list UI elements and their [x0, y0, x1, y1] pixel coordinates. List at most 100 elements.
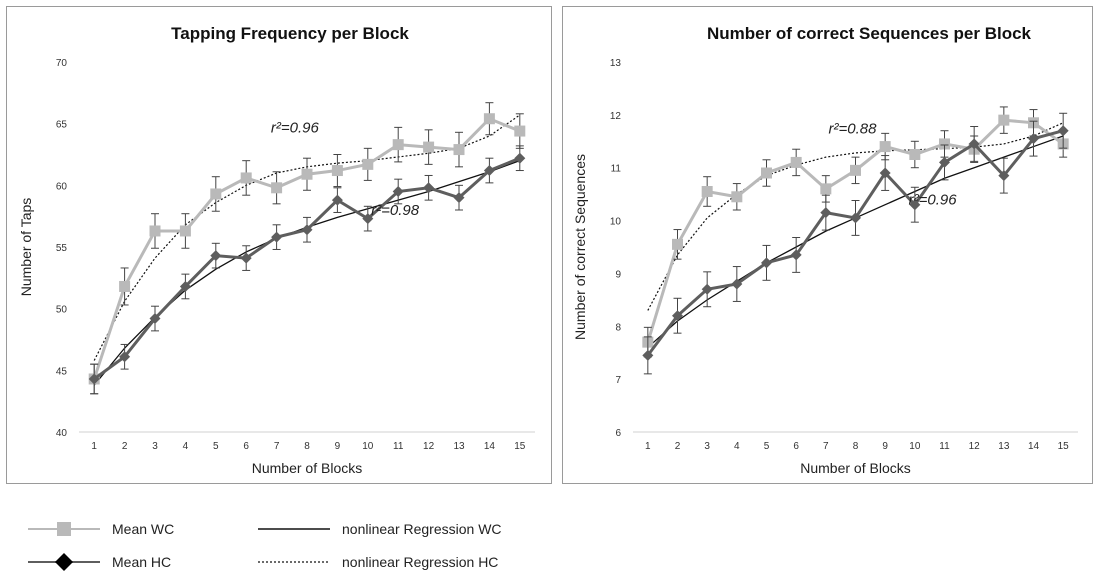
data-point-mean-wc — [210, 188, 222, 200]
data-point-mean-hc — [240, 252, 252, 264]
legend-label-regression-hc: nonlinear Regression HC — [342, 554, 498, 570]
legend-item-regression-hc: nonlinear Regression HC — [258, 554, 498, 570]
data-point-mean-hc — [392, 186, 404, 197]
data-point-mean-hc — [179, 280, 191, 292]
data-point-mean-wc — [701, 186, 713, 197]
data-point-mean-hc — [423, 182, 435, 194]
x-tick-label: 7 — [274, 441, 280, 452]
data-point-mean-hc — [701, 283, 713, 295]
y-tick-label: 65 — [56, 120, 68, 131]
data-point-mean-hc — [149, 313, 161, 325]
legend-item-mean-wc: Mean WC — [28, 521, 174, 537]
x-tick-label: 13 — [998, 441, 1010, 452]
data-point-mean-hc — [331, 194, 343, 206]
y-tick-label: 45 — [56, 366, 68, 377]
y-tick-label: 9 — [615, 269, 621, 280]
data-point-mean-hc — [731, 278, 743, 290]
data-point-mean-wc — [119, 280, 131, 292]
data-point-mean-hc — [1028, 133, 1039, 145]
data-point-mean-hc — [879, 167, 891, 179]
data-point-mean-wc — [909, 149, 921, 160]
data-point-mean-hc — [939, 156, 950, 168]
x-axis-label: Number of Blocks — [800, 460, 910, 476]
legend-label-mean-wc: Mean WC — [112, 521, 174, 537]
data-point-mean-wc — [271, 182, 283, 194]
tapping-frequency-chart: Tapping Frequency per Block4045505560657… — [18, 24, 535, 476]
data-point-mean-hc — [820, 207, 832, 219]
data-point-mean-hc — [968, 138, 980, 150]
x-tick-label: 14 — [484, 441, 496, 452]
r-squared-annotation: r²=0.88 — [829, 120, 878, 137]
data-point-mean-hc — [453, 192, 465, 204]
y-axis-label: Number of correct Sequences — [572, 154, 588, 340]
data-point-mean-hc — [642, 349, 654, 361]
x-tick-label: 9 — [882, 441, 888, 452]
y-tick-label: 60 — [56, 181, 68, 192]
legend-diamond-marker — [55, 553, 73, 571]
chart-title: Number of correct Sequences per Block — [707, 24, 1032, 43]
regression-line-solid — [93, 160, 521, 386]
data-point-mean-wc — [790, 156, 802, 168]
y-tick-label: 55 — [56, 243, 68, 254]
x-tick-label: 8 — [853, 441, 859, 452]
y-tick-label: 70 — [56, 58, 68, 69]
x-tick-label: 14 — [1028, 441, 1040, 452]
tapping-frequency-chart-panel: Tapping Frequency per Block 40 45 50 55 60 65 7… — [6, 6, 552, 484]
x-tick-label: 3 — [704, 441, 710, 452]
x-tick-label: 4 — [183, 441, 189, 452]
data-point-mean-hc — [1057, 125, 1069, 137]
series-line-mean-hc — [93, 156, 521, 381]
data-point-mean-wc — [850, 164, 861, 176]
y-tick-label: 50 — [56, 305, 68, 316]
x-axis-label: Number of Blocks — [252, 460, 362, 476]
y-tick-label: 13 — [610, 58, 622, 69]
data-point-mean-wc — [423, 141, 435, 153]
x-tick-label: 7 — [823, 441, 829, 452]
x-tick-label: 1 — [91, 441, 97, 452]
data-point-mean-wc — [939, 138, 950, 150]
legend-item-mean-hc: Mean HC — [28, 553, 171, 571]
data-point-mean-wc — [453, 144, 465, 156]
data-point-mean-hc — [672, 310, 683, 322]
data-point-mean-hc — [362, 213, 374, 225]
correct-sequences-chart: Number of correct Sequences per Block 6 7 8… — [572, 24, 1078, 476]
y-tick-label: 7 — [615, 375, 621, 386]
data-point-mean-hc — [998, 170, 1010, 182]
x-tick-label: 11 — [939, 441, 950, 452]
data-point-mean-wc — [392, 139, 404, 151]
data-point-mean-hc — [850, 212, 861, 224]
data-point-mean-hc — [514, 152, 526, 164]
x-tick-label: 10 — [362, 441, 374, 452]
data-point-mean-wc — [149, 225, 161, 237]
x-tick-label: 8 — [304, 441, 310, 452]
x-tick-label: 12 — [423, 441, 435, 452]
x-tick-label: 6 — [793, 441, 799, 452]
x-tick-label: 6 — [243, 441, 249, 452]
x-tick-label: 1 — [645, 441, 651, 452]
data-point-mean-hc — [210, 250, 222, 262]
x-tick-label: 9 — [335, 441, 341, 452]
x-tick-label: 4 — [734, 441, 740, 452]
data-point-mean-wc — [240, 172, 252, 184]
data-point-mean-wc — [998, 114, 1010, 126]
r-squared-annotation: r²=0.96 — [271, 119, 320, 136]
x-tick-label: 11 — [393, 441, 404, 452]
x-tick-label: 2 — [675, 441, 681, 452]
x-tick-label: 10 — [909, 441, 921, 452]
y-tick-label: 11 — [611, 164, 622, 175]
data-point-mean-wc — [483, 113, 495, 125]
data-point-mean-hc — [119, 351, 131, 363]
data-point-mean-wc — [761, 167, 772, 179]
y-tick-label: 12 — [610, 111, 622, 122]
x-tick-label: 15 — [514, 441, 526, 452]
x-tick-label: 5 — [213, 441, 219, 452]
data-point-mean-hc — [790, 249, 802, 261]
chart-legend: Mean WC Mean HC nonlinear Regression WC … — [28, 521, 502, 571]
data-point-mean-hc — [271, 231, 283, 243]
x-tick-label: 12 — [969, 441, 981, 452]
data-point-mean-hc — [483, 165, 495, 177]
y-tick-label: 8 — [615, 322, 621, 333]
x-tick-label: 15 — [1058, 441, 1070, 452]
data-point-mean-wc — [179, 225, 191, 237]
y-axis-label: Number of Taps — [18, 198, 34, 297]
